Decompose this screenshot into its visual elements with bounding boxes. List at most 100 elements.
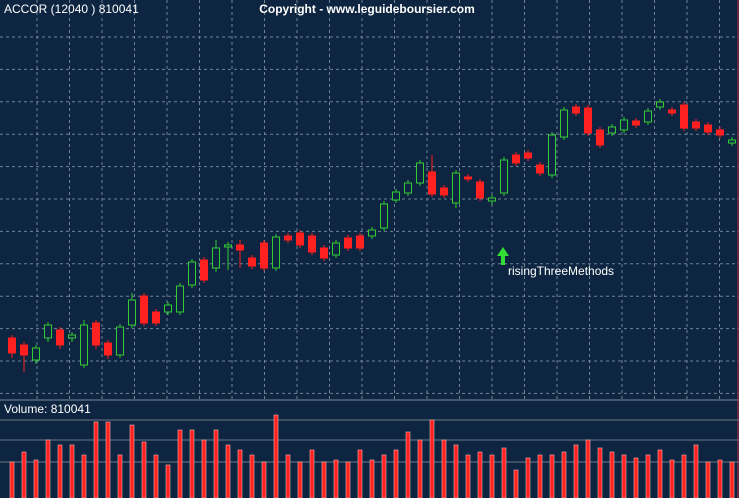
candle-body bbox=[704, 124, 712, 133]
volume-bar bbox=[177, 429, 183, 498]
candle-body bbox=[32, 347, 40, 361]
candle-body bbox=[320, 247, 328, 259]
volume-bar bbox=[9, 461, 15, 498]
volume-bar bbox=[129, 424, 135, 498]
candle-body bbox=[164, 304, 172, 313]
volume-bar bbox=[525, 457, 531, 498]
candle-body bbox=[668, 109, 676, 114]
candle-body bbox=[332, 242, 340, 256]
candle-body bbox=[284, 235, 292, 241]
volume-bar bbox=[393, 449, 399, 498]
volume-bar bbox=[705, 461, 711, 498]
candle-body bbox=[656, 101, 664, 108]
copyright: Copyright - www.leguideboursier.com bbox=[259, 2, 475, 16]
candle-body bbox=[404, 182, 412, 194]
candle-body bbox=[596, 129, 604, 146]
candle-body bbox=[308, 235, 316, 253]
volume-bar bbox=[693, 444, 699, 498]
volume-bar bbox=[285, 454, 291, 498]
volume-bar bbox=[561, 451, 567, 498]
volume-bar bbox=[237, 449, 243, 498]
candle-body bbox=[440, 187, 448, 196]
chart-title: ACCOR (12040 ) 810041 bbox=[4, 2, 139, 16]
volume-bar bbox=[477, 451, 483, 498]
candle-body bbox=[428, 171, 436, 195]
candle-body bbox=[644, 110, 652, 123]
volume-bar bbox=[321, 461, 327, 498]
volume-title: Volume: 810041 bbox=[4, 402, 91, 416]
volume-bar bbox=[465, 454, 471, 498]
volume-bar bbox=[657, 449, 663, 498]
candle-body bbox=[464, 176, 472, 180]
volume-bar bbox=[645, 454, 651, 498]
volume-bar bbox=[441, 439, 447, 498]
volume-bar bbox=[489, 454, 495, 498]
candle-body bbox=[500, 159, 508, 194]
candle-body bbox=[272, 236, 280, 269]
candle-body bbox=[224, 244, 232, 248]
volume-bar bbox=[333, 459, 339, 498]
grid bbox=[0, 0, 739, 400]
volume-bar bbox=[105, 421, 111, 498]
volume-bar bbox=[357, 449, 363, 498]
candle-body bbox=[536, 164, 544, 174]
volume-bar bbox=[621, 454, 627, 498]
volume-bar bbox=[69, 444, 75, 498]
volume-bar bbox=[669, 459, 675, 498]
candle-body bbox=[392, 191, 400, 201]
volume-bar bbox=[21, 451, 27, 498]
candle-body bbox=[344, 237, 352, 249]
volume-bar bbox=[93, 421, 99, 498]
volume-bar bbox=[57, 444, 63, 498]
candle-body bbox=[248, 257, 256, 267]
volume-bar bbox=[513, 469, 519, 498]
candle-body bbox=[380, 203, 388, 229]
volume-bar bbox=[405, 431, 411, 498]
candle-body bbox=[212, 247, 220, 269]
candle-body bbox=[200, 259, 208, 281]
volume-bar bbox=[537, 454, 543, 498]
volume-bar bbox=[597, 447, 603, 498]
volume-bar bbox=[585, 439, 591, 498]
candle-body bbox=[188, 261, 196, 286]
candle-body bbox=[548, 134, 556, 176]
volume-bar bbox=[213, 429, 219, 498]
candle-body bbox=[92, 322, 100, 346]
volume-bar bbox=[261, 461, 267, 498]
candle-body bbox=[476, 181, 484, 199]
candle-body bbox=[176, 285, 184, 313]
annotation-arrow bbox=[497, 247, 509, 265]
candle-body bbox=[260, 242, 268, 269]
volume-bar bbox=[417, 439, 423, 498]
candle-body bbox=[56, 329, 64, 346]
candle-body bbox=[152, 311, 160, 324]
candle-body bbox=[8, 337, 16, 354]
candle-body bbox=[680, 104, 688, 129]
candle-body bbox=[140, 295, 148, 324]
volume-bar bbox=[345, 461, 351, 498]
candle-body bbox=[104, 342, 112, 356]
candle-body bbox=[368, 229, 376, 237]
candle-body bbox=[68, 334, 76, 339]
candle-body bbox=[620, 119, 628, 131]
volume-bar bbox=[201, 439, 207, 498]
volume-bar bbox=[453, 444, 459, 498]
candle-body bbox=[236, 244, 244, 251]
volume-bar bbox=[297, 461, 303, 498]
volume-bar bbox=[609, 451, 615, 498]
volume-bar bbox=[153, 454, 159, 498]
volume-bar bbox=[225, 444, 231, 498]
volume-bar bbox=[633, 457, 639, 498]
volume-bar bbox=[45, 439, 51, 498]
volume-bar bbox=[381, 454, 387, 498]
candle-body bbox=[452, 172, 460, 204]
candle-body bbox=[608, 126, 616, 134]
volume-bar bbox=[273, 414, 279, 498]
volume-bar bbox=[717, 459, 723, 498]
candle-body bbox=[512, 154, 520, 164]
candle-body bbox=[488, 197, 496, 202]
volume-bar bbox=[141, 441, 147, 498]
annotation: risingThreeMethods bbox=[508, 264, 614, 278]
